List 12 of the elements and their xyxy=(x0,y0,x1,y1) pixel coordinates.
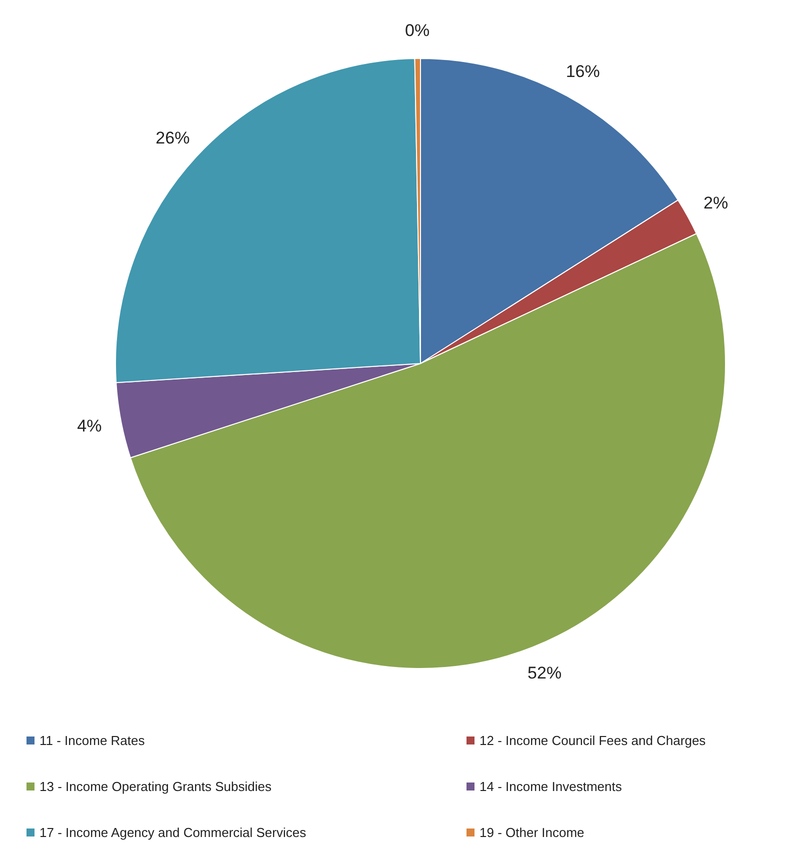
legend-label: 11 - Income Rates xyxy=(40,733,146,748)
legend-label: 13 - Income Operating Grants Subsidies xyxy=(40,779,272,794)
legend-label: 14 - Income Investments xyxy=(480,779,622,794)
data-label: 2% xyxy=(704,194,728,213)
data-label: 52% xyxy=(528,664,562,683)
data-label: 4% xyxy=(77,416,102,436)
data-label: 26% xyxy=(156,128,190,148)
legend-label: 12 - Income Council Fees and Charges xyxy=(480,733,706,748)
legend-label: 19 - Other Income xyxy=(480,825,584,840)
data-label: 16% xyxy=(566,62,600,82)
data-label: 0% xyxy=(405,21,430,40)
legend-label: 17 - Income Agency and Commercial Services xyxy=(40,825,307,840)
